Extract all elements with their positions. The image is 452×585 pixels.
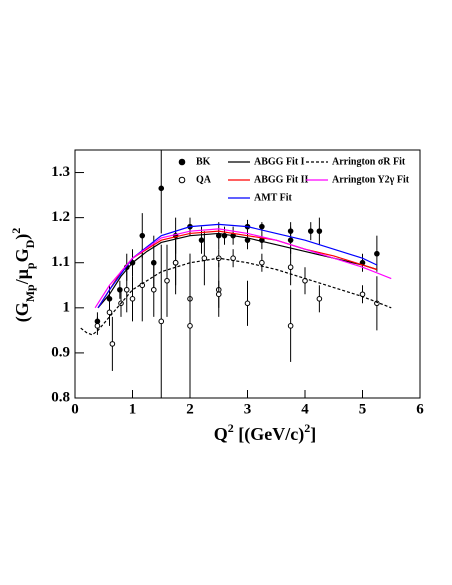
data-point xyxy=(187,323,193,329)
fit-line xyxy=(97,232,378,309)
x-axis-label: Q2 [(GeV/c)2] xyxy=(214,421,316,445)
legend-label: Arrington σR Fit xyxy=(332,156,406,167)
y-axis-label-part: ) xyxy=(12,234,33,240)
data-point xyxy=(259,259,265,266)
x-axis-label-part: ] xyxy=(310,424,316,444)
y-tick-label: 0.9 xyxy=(51,344,70,360)
data-point xyxy=(201,255,208,262)
data-point xyxy=(316,296,323,302)
legend-label: AMT Fit xyxy=(254,192,293,203)
data-point xyxy=(109,341,116,347)
data-point xyxy=(374,250,380,257)
fit-line xyxy=(80,257,392,336)
y-axis-label-part: p xyxy=(23,262,37,269)
y-tick-label: 1.2 xyxy=(51,209,70,225)
data-point xyxy=(139,232,146,239)
x-axis-label-part: [(GeV/c) xyxy=(234,424,304,445)
x-tick-label: 1 xyxy=(129,401,137,417)
y-axis-label-part: (G xyxy=(12,302,33,322)
data-point xyxy=(244,300,251,307)
y-axis-label-part: G xyxy=(12,248,32,262)
data-point xyxy=(215,291,222,298)
x-axis-label-part: 2 xyxy=(228,421,234,435)
y-tick-label: 0.8 xyxy=(51,389,70,405)
data-point xyxy=(150,286,157,293)
legend-label: ABGG Fit II xyxy=(254,174,309,185)
data-point xyxy=(259,223,265,230)
y-tick-label: 1 xyxy=(63,299,71,315)
y-axis-label-part: D xyxy=(23,239,37,248)
x-axis-label-part: 2 xyxy=(304,421,310,435)
x-tick-label: 5 xyxy=(359,401,367,417)
x-tick-label: 6 xyxy=(416,401,424,417)
data-point xyxy=(164,277,170,284)
data-point xyxy=(287,264,294,271)
legend-label: BK xyxy=(196,156,211,167)
data-point xyxy=(158,185,165,192)
legend-label: Arrington Y2γ Fit xyxy=(332,174,410,185)
data-point xyxy=(172,259,179,266)
data-point xyxy=(316,228,323,234)
data-point xyxy=(198,237,205,243)
x-tick-label: 2 xyxy=(186,401,194,417)
legend-swatch xyxy=(178,176,186,184)
fit-line xyxy=(97,223,378,309)
data-point xyxy=(307,228,314,234)
x-tick-label: 0 xyxy=(71,401,79,417)
legend-swatch xyxy=(178,158,186,166)
x-tick-label: 4 xyxy=(301,401,309,417)
data-point xyxy=(287,323,294,329)
y-axis-label-part: /μ xyxy=(12,269,32,285)
y-axis-label: (GMp/μpGD)2 xyxy=(9,228,37,323)
plot-area xyxy=(80,150,392,398)
y-tick-label: 1.3 xyxy=(51,164,70,180)
x-axis-label-part: Q xyxy=(214,424,228,444)
data-point xyxy=(94,323,101,329)
y-axis-label-part: 2 xyxy=(9,228,23,234)
x-tick-label: 3 xyxy=(244,401,252,417)
data-point xyxy=(123,286,130,293)
legend-label: ABGG Fit I xyxy=(254,156,305,167)
fit-line xyxy=(97,230,378,309)
legend-label: QA xyxy=(196,174,212,185)
fit-line xyxy=(94,228,392,309)
data-point xyxy=(106,309,113,316)
data-point xyxy=(129,296,136,302)
y-axis-label-part: Mp xyxy=(23,284,37,302)
data-point xyxy=(158,318,165,325)
data-point xyxy=(287,228,294,234)
y-tick-label: 1.1 xyxy=(51,254,70,270)
data-point xyxy=(359,291,366,298)
